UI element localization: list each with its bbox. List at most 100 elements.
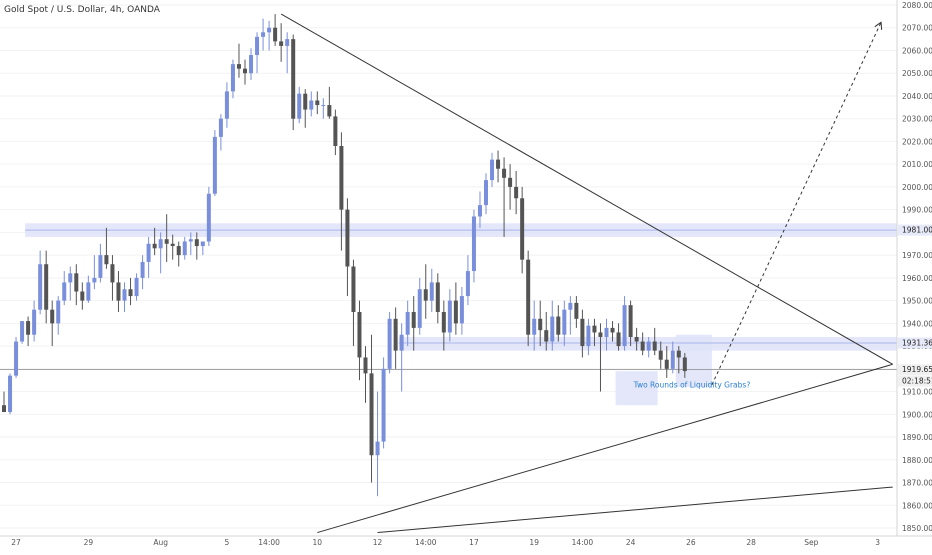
- bull-candle[interactable]: [32, 309, 37, 335]
- bear-candle[interactable]: [116, 282, 121, 301]
- bear-candle[interactable]: [676, 350, 681, 358]
- bull-candle[interactable]: [140, 261, 145, 278]
- bull-candle[interactable]: [375, 441, 380, 456]
- bull-candle[interactable]: [86, 282, 91, 301]
- bull-candle[interactable]: [568, 302, 573, 310]
- bear-candle[interactable]: [592, 325, 597, 333]
- bear-candle[interactable]: [2, 405, 6, 413]
- bear-candle[interactable]: [273, 27, 278, 42]
- bear-candle[interactable]: [104, 255, 109, 265]
- bear-candle[interactable]: [538, 318, 543, 331]
- bull-candle[interactable]: [146, 243, 151, 262]
- bull-candle[interactable]: [68, 273, 73, 283]
- bear-candle[interactable]: [357, 311, 362, 358]
- bull-candle[interactable]: [532, 318, 537, 335]
- bear-candle[interactable]: [580, 318, 585, 347]
- bear-candle[interactable]: [279, 41, 284, 46]
- bear-candle[interactable]: [556, 316, 561, 335]
- projection-path[interactable]: [711, 23, 881, 385]
- bull-candle[interactable]: [297, 93, 302, 119]
- bull-candle[interactable]: [62, 282, 67, 301]
- bull-candle[interactable]: [429, 282, 434, 301]
- bull-candle[interactable]: [182, 241, 187, 256]
- bear-candle[interactable]: [170, 243, 175, 247]
- bear-candle[interactable]: [640, 341, 645, 351]
- bull-candle[interactable]: [38, 264, 43, 310]
- bull-candle[interactable]: [604, 327, 609, 337]
- bear-candle[interactable]: [291, 39, 296, 119]
- bear-candle[interactable]: [652, 341, 657, 351]
- bear-candle[interactable]: [664, 359, 669, 369]
- bear-candle[interactable]: [194, 239, 199, 247]
- bull-candle[interactable]: [484, 180, 488, 206]
- bear-candle[interactable]: [243, 68, 247, 74]
- bear-candle[interactable]: [50, 309, 55, 324]
- bull-candle[interactable]: [447, 300, 452, 333]
- bull-candle[interactable]: [550, 316, 555, 342]
- bull-candle[interactable]: [206, 193, 211, 242]
- descending-trendline[interactable]: [280, 13, 893, 365]
- plot-area[interactable]: [0, 0, 897, 536]
- bear-candle[interactable]: [435, 282, 440, 312]
- bull-candle[interactable]: [622, 305, 627, 347]
- bull-candle[interactable]: [122, 289, 127, 301]
- bear-candle[interactable]: [333, 116, 338, 146]
- bear-candle[interactable]: [574, 302, 579, 319]
- bull-candle[interactable]: [134, 277, 139, 297]
- bull-candle[interactable]: [92, 277, 97, 283]
- bear-candle[interactable]: [682, 357, 687, 372]
- bull-candle[interactable]: [20, 321, 25, 342]
- bull-candle[interactable]: [255, 36, 260, 56]
- bull-candle[interactable]: [465, 271, 470, 297]
- bear-candle[interactable]: [303, 93, 308, 110]
- bull-candle[interactable]: [471, 216, 476, 272]
- bear-candle[interactable]: [393, 318, 398, 351]
- bear-candle[interactable]: [128, 289, 133, 297]
- bear-candle[interactable]: [610, 327, 615, 333]
- bull-candle[interactable]: [381, 368, 386, 442]
- bear-candle[interactable]: [453, 300, 458, 324]
- bull-candle[interactable]: [261, 32, 266, 37]
- bull-candle[interactable]: [267, 27, 272, 33]
- bull-candle[interactable]: [188, 239, 193, 242]
- bull-candle[interactable]: [285, 39, 290, 46]
- bull-candle[interactable]: [321, 105, 326, 107]
- lower-trendline[interactable]: [377, 486, 893, 534]
- bull-candle[interactable]: [224, 91, 229, 119]
- bull-candle[interactable]: [98, 255, 103, 278]
- bear-candle[interactable]: [526, 259, 531, 335]
- bear-candle[interactable]: [658, 350, 663, 360]
- bear-candle[interactable]: [514, 186, 519, 199]
- bear-candle[interactable]: [598, 332, 603, 337]
- bear-candle[interactable]: [74, 273, 79, 292]
- bull-candle[interactable]: [399, 334, 404, 351]
- bull-candle[interactable]: [477, 205, 482, 217]
- bear-candle[interactable]: [236, 64, 241, 69]
- bear-candle[interactable]: [152, 243, 157, 249]
- bear-candle[interactable]: [351, 266, 356, 312]
- bull-candle[interactable]: [490, 159, 495, 181]
- bear-candle[interactable]: [315, 100, 320, 106]
- bear-candle[interactable]: [628, 305, 633, 337]
- bear-candle[interactable]: [634, 336, 639, 342]
- bear-candle[interactable]: [520, 198, 525, 260]
- bear-candle[interactable]: [616, 332, 621, 347]
- bull-candle[interactable]: [387, 318, 392, 369]
- bull-candle[interactable]: [14, 341, 19, 376]
- bull-candle[interactable]: [562, 309, 567, 335]
- bear-candle[interactable]: [441, 311, 446, 333]
- bull-candle[interactable]: [249, 55, 254, 74]
- bear-candle[interactable]: [80, 291, 85, 301]
- bull-candle[interactable]: [158, 239, 163, 249]
- bear-candle[interactable]: [363, 357, 368, 374]
- bear-candle[interactable]: [44, 264, 49, 310]
- bear-candle[interactable]: [26, 321, 31, 335]
- bear-candle[interactable]: [496, 159, 501, 169]
- bull-candle[interactable]: [646, 341, 651, 351]
- bull-candle[interactable]: [218, 118, 223, 137]
- bear-candle[interactable]: [411, 311, 416, 328]
- bull-candle[interactable]: [309, 100, 314, 110]
- bear-candle[interactable]: [345, 209, 350, 267]
